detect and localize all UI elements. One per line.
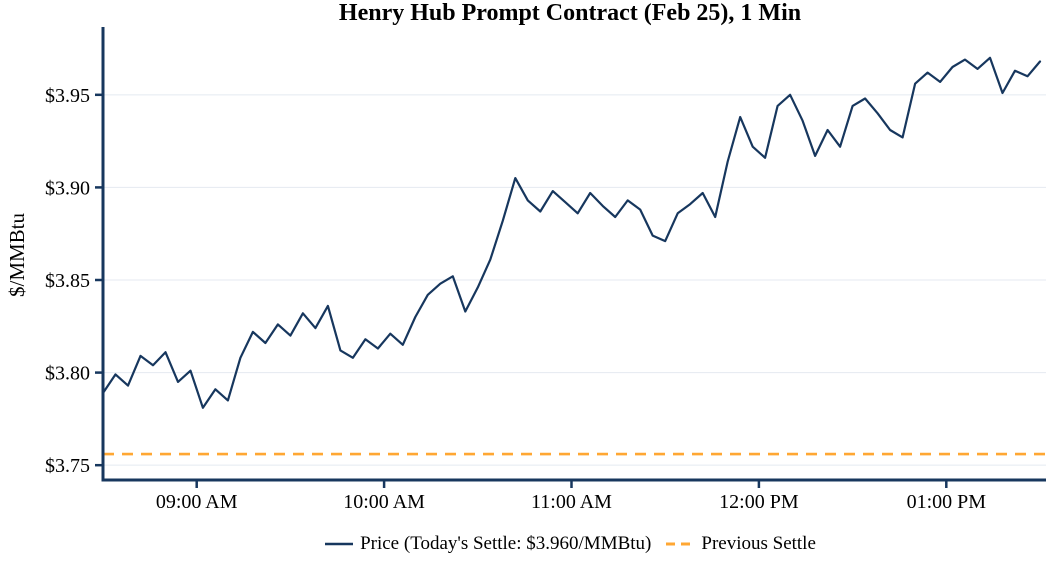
x-tick-label: 12:00 PM: [719, 491, 799, 513]
legend-item-price: Price (Today's Settle: $3.960/MMBtu): [324, 533, 651, 555]
y-tick-label: $3.75: [45, 455, 90, 477]
price-line-swatch: [325, 542, 354, 546]
grid-layer: [103, 94, 1046, 466]
y-tick-label: $3.85: [45, 270, 90, 292]
series-layer: [101, 56, 1046, 456]
legend-label-price: Price (Today's Settle: $3.960/MMBtu): [360, 533, 652, 554]
y-axis-title: $/MMBtu: [5, 212, 29, 297]
price-chart-svg: $3.75 $3.80 $3.85 $3.90 $3.95 09:00 AM 10:00 A…: [5, 27, 1046, 513]
x-tick-label: 09:00 AM: [156, 491, 238, 513]
x-tick-label: 10:00 AM: [343, 491, 425, 513]
previous-settle-swatch: [666, 542, 695, 546]
y-tick-label: $3.95: [45, 85, 90, 107]
legend-label-previous-settle: Previous Settle: [701, 533, 816, 554]
axis-layer: $3.75 $3.80 $3.85 $3.90 $3.95 09:00 AM 10:00 A…: [45, 27, 1046, 513]
y-tick-label: $3.80: [45, 363, 90, 385]
chart-legend: Price (Today's Settle: $3.960/MMBtu) Pre…: [100, 533, 1040, 555]
x-tick-label: 01:00 PM: [907, 491, 987, 513]
legend-item-previous-settle: Previous Settle: [665, 533, 816, 555]
chart-title: Henry Hub Prompt Contract (Feb 25), 1 Mi…: [338, 0, 802, 26]
y-tick-label: $3.90: [45, 177, 90, 199]
x-tick-label: 11:00 AM: [531, 491, 612, 513]
price-line: [101, 56, 1042, 409]
